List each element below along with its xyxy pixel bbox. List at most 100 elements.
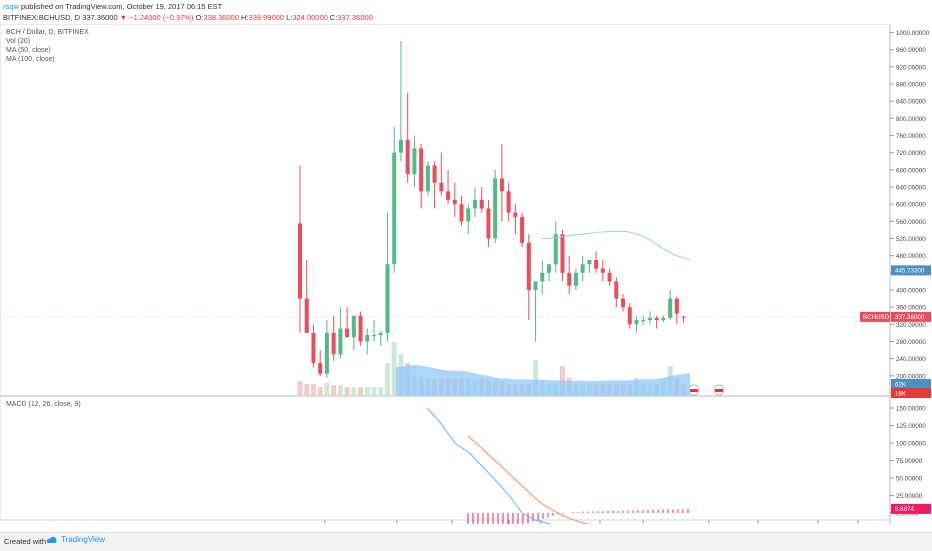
legend-vol: Vol (20) (6, 38, 30, 45)
close-label: C: (329, 13, 338, 22)
candle-body (398, 139, 403, 153)
signal-line (467, 435, 590, 524)
volume-bar (364, 387, 370, 396)
y-tick-label: 1000.00000 (896, 30, 930, 37)
candle-body (627, 307, 632, 325)
y-tick-label: 400.00000 (896, 288, 926, 295)
candle-body (298, 223, 302, 299)
y-tick-label: 680.00000 (896, 167, 926, 174)
candle-body (587, 259, 592, 265)
macd-hist-tag: 5.8874 (895, 506, 914, 513)
ma50-line (540, 230, 691, 261)
candle-body (600, 268, 605, 273)
candle-body (681, 316, 686, 318)
price-chart[interactable]: 1000.00000 960.00000 920.00000 880.00000 840… (0, 24, 932, 524)
candle-body (432, 165, 437, 183)
y-tick-label: 320.00000 (896, 322, 926, 329)
candle-body (304, 298, 309, 333)
y-tick-label: 240.00000 (896, 356, 926, 363)
candle-body (647, 317, 652, 321)
volume-bar (331, 385, 337, 396)
header-bar: rsqw published on TradingView.com, Octob… (0, 0, 932, 24)
event-icons[interactable] (688, 384, 725, 396)
candle-body (499, 178, 504, 192)
low-label: L: (286, 13, 293, 22)
y-tick-label: 520.00000 (896, 236, 926, 243)
candle-body (446, 191, 451, 200)
high-label: H: (241, 13, 249, 22)
y-tick-label: 920.00000 (896, 64, 926, 71)
candle-body (493, 178, 498, 239)
footer-bar: Created with TradingView (0, 532, 932, 551)
candle-body (351, 315, 356, 338)
cloud-icon (46, 536, 57, 543)
candle-body (540, 272, 545, 282)
y-tick-label: 760.00000 (896, 133, 926, 140)
candle-body (607, 272, 612, 282)
volume-bar (384, 363, 390, 396)
volume-bar (324, 382, 330, 396)
macd-tick-label: 100.00000 (896, 441, 926, 448)
macd-tick-label: 125.00000 (896, 423, 926, 430)
brand-name: TradingView (61, 535, 106, 544)
volume-bar (378, 387, 384, 396)
candle-body (567, 272, 572, 286)
candle-body (553, 234, 558, 265)
candle-body (439, 182, 444, 192)
candle-body (392, 152, 397, 265)
open-value: 338.36000 (203, 13, 239, 22)
macd-line (426, 407, 552, 524)
y-tick-label: 640.00000 (896, 185, 926, 192)
macd-tick-label: 0.00000 (896, 511, 919, 518)
candle-body (412, 148, 417, 175)
chart-title: BCH / Dollar, D, BITFINEX (6, 29, 89, 36)
candle-body (520, 217, 525, 243)
candle-body (506, 191, 511, 213)
candle-body (331, 332, 336, 355)
volume-bar (358, 387, 364, 396)
ma-value-tag-bg (891, 265, 931, 276)
y-tick-label: 280.00000 (896, 339, 926, 346)
ohlc-line: BITFINEX:BCHUSD, D 337.36000 ▼ −1.24000 … (3, 12, 373, 23)
ma-value-tag: 445.73300 (895, 268, 925, 275)
candle-body (365, 335, 370, 342)
publish-line: rsqw published on TradingView.com, Octob… (3, 1, 222, 12)
legend-macd: MACD (12, 26, close, 9) (6, 401, 81, 408)
candle-body (459, 204, 464, 222)
symbol-tag: BCHUSD (863, 314, 890, 321)
candle-body (547, 264, 552, 273)
volume-bar (337, 385, 343, 396)
y-tick-label: 360.00000 (896, 305, 926, 312)
candle-body (614, 281, 619, 299)
volume-bar (351, 387, 357, 396)
candle-body (668, 298, 673, 318)
close-value: 337.36000 (337, 13, 373, 22)
candle-body (378, 332, 383, 336)
volume-bar (297, 381, 303, 396)
volume-bar (371, 387, 377, 396)
candle-body (466, 208, 471, 222)
y-tick-label: 560.00000 (896, 219, 926, 226)
macd-tick-label: 75.00000 (896, 458, 923, 465)
author-link[interactable]: rsqw (3, 2, 19, 11)
candle-body (479, 199, 484, 209)
y-tick-label: 600.00000 (896, 202, 926, 209)
candle-body (358, 315, 363, 342)
candle-body (472, 199, 477, 209)
volume-bar (533, 360, 539, 396)
y-tick-label: 200.00000 (896, 373, 926, 380)
macd-tick-label: 50.00000 (896, 476, 923, 483)
y-tick-label: 880.00000 (896, 82, 926, 89)
candle-body (311, 332, 316, 363)
candle-body (405, 139, 410, 175)
tradingview-logo[interactable]: TradingView (46, 535, 105, 544)
published-text: published on TradingView.com, October 19… (20, 2, 223, 11)
candle-body (318, 362, 323, 374)
candle-body (338, 328, 343, 355)
macd-hist-tag-bg (891, 503, 931, 514)
candle-body (654, 317, 659, 321)
y-tick-label: 480.00000 (896, 253, 926, 260)
candle-body (419, 148, 424, 192)
high-value: 339.99000 (248, 13, 284, 22)
y-tick-label: 720.00000 (896, 150, 926, 157)
